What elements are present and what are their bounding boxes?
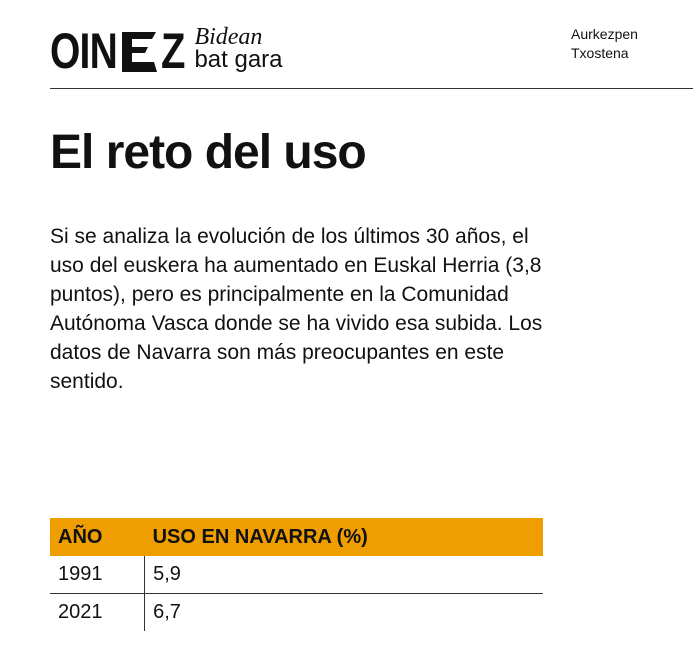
cell-usage: 6,7 [153, 601, 181, 623]
column-header-usage: USO EN NAVARRA (%) [144, 518, 543, 556]
logo-e-icon [121, 32, 157, 72]
logo-tagline-bottom: bat gara [194, 46, 283, 73]
cell-year: 1991 [50, 556, 146, 594]
logo-text-right: Z [160, 23, 186, 79]
document-type: Aurkezpen Txostena [571, 25, 638, 63]
page-title: El reto del uso [50, 126, 367, 179]
cell-year: 2021 [50, 593, 146, 631]
table-header-row: AÑO USO EN NAVARRA (%) [50, 518, 543, 556]
table-row: 1991 5,9 [50, 556, 543, 594]
oinez-logo: OIN Z Bidean bat gara [50, 22, 283, 76]
body-paragraph: Si se analiza la evolución de los último… [50, 225, 543, 393]
column-header-year: AÑO [50, 518, 145, 556]
logo-tagline-top: Bidean [194, 24, 263, 50]
data-table: AÑO USO EN NAVARRA (%) 1991 5,9 2021 6,7 [50, 518, 543, 631]
table-row: 2021 6,7 [50, 593, 543, 631]
header-divider [50, 88, 693, 89]
document-type-line2: Txostena [571, 45, 629, 61]
logo-text-left: OIN [50, 23, 118, 79]
cell-usage: 5,9 [144, 556, 543, 594]
document-type-line1: Aurkezpen [571, 26, 638, 42]
